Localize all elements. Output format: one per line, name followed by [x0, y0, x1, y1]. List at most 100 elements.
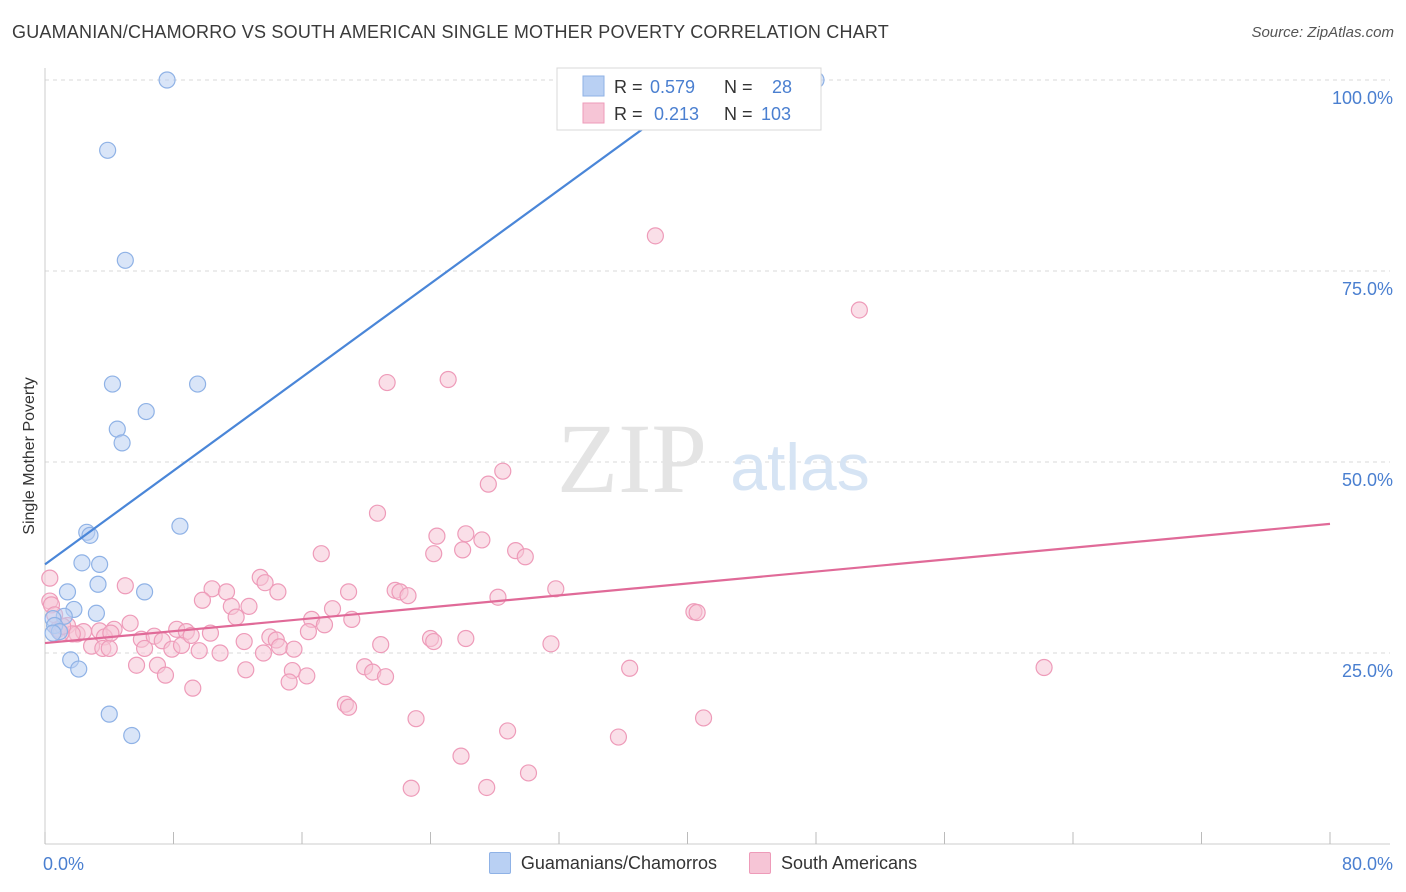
point-south-american	[688, 603, 706, 622]
watermark-atlas: atlas	[730, 430, 869, 504]
chart-title: GUAMANIAN/CHAMORRO VS SOUTH AMERICAN SIN…	[12, 22, 889, 42]
point-south-american	[102, 624, 120, 642]
point-guamanian	[99, 141, 117, 159]
point-south-american	[694, 709, 713, 727]
point-guamanian	[135, 583, 154, 601]
point-south-american	[339, 583, 358, 601]
point-south-american	[494, 462, 512, 480]
legend-item-guamanians: Guamanians/Chamorros	[488, 852, 717, 874]
point-south-american	[240, 597, 258, 615]
legend-swatch-blue	[488, 852, 511, 874]
point-south-american	[378, 373, 396, 392]
point-south-american	[256, 574, 274, 592]
point-guamanian	[70, 660, 88, 678]
point-south-american	[269, 583, 287, 601]
point-south-american	[473, 531, 491, 549]
point-guamanian	[44, 624, 62, 642]
point-south-american	[190, 642, 208, 660]
trendline-south-american	[44, 522, 1331, 645]
point-south-american	[156, 666, 175, 684]
point-guamanian	[91, 555, 109, 573]
y-axis-label: Single Mother Poverty	[21, 377, 38, 534]
point-south-american	[315, 616, 334, 634]
point-south-american	[609, 728, 628, 746]
point-south-american	[547, 580, 565, 598]
points	[41, 71, 1053, 797]
point-south-american	[372, 635, 390, 654]
point-south-american	[312, 545, 330, 563]
point-guamanian	[113, 434, 131, 452]
point-guamanian	[158, 71, 176, 89]
point-south-american	[368, 504, 387, 522]
legend-item-south-americans: South Americans	[749, 852, 917, 874]
stats-r-label-2: R =	[614, 104, 643, 124]
point-south-american	[184, 679, 202, 697]
legend-swatch-pink	[749, 852, 771, 874]
point-south-american	[399, 587, 417, 605]
y-tick-label-75: 75.0%	[1342, 279, 1393, 299]
point-guamanian	[123, 726, 141, 745]
point-south-american	[621, 659, 639, 677]
legend-label-south-americans: South Americans	[781, 852, 918, 873]
point-south-american	[254, 644, 273, 662]
y-tick-label-100: 100.0%	[1332, 88, 1393, 108]
point-south-american	[489, 588, 507, 606]
point-south-american	[542, 635, 560, 653]
watermark: ZIP atlas	[557, 403, 870, 514]
point-south-american	[454, 541, 472, 559]
watermark-zip: ZIP	[557, 403, 707, 514]
point-south-american	[425, 632, 443, 651]
point-south-american	[499, 722, 517, 740]
point-south-american	[116, 577, 134, 595]
point-guamanian	[100, 705, 118, 723]
point-south-american	[237, 661, 255, 679]
point-guamanian	[89, 575, 107, 593]
point-south-american	[428, 527, 446, 545]
point-south-american	[646, 227, 664, 245]
point-south-american	[376, 668, 395, 686]
point-south-american	[457, 525, 475, 543]
stats-r-value-1: 0.579	[650, 77, 695, 97]
point-south-american	[41, 569, 59, 587]
point-south-american	[407, 710, 425, 728]
point-south-american	[425, 545, 443, 563]
point-guamanian	[137, 402, 155, 421]
point-guamanian	[116, 251, 134, 269]
point-south-american	[452, 747, 470, 765]
point-south-american	[217, 583, 236, 601]
point-south-american	[285, 640, 303, 658]
point-south-american	[519, 764, 538, 782]
point-guamanian	[103, 375, 122, 393]
point-south-american	[121, 614, 139, 632]
point-south-american	[135, 639, 154, 658]
point-south-american	[402, 779, 420, 797]
point-guamanian	[81, 526, 99, 544]
stats-n-label-1: N =	[724, 77, 753, 97]
stats-r-value-2: 0.213	[654, 104, 699, 124]
point-south-american	[193, 591, 212, 609]
trendline-guamanian	[44, 79, 711, 566]
point-south-american	[478, 778, 496, 797]
point-south-american	[339, 698, 358, 716]
point-guamanian	[58, 583, 77, 601]
point-south-american	[127, 656, 146, 674]
point-south-american	[211, 644, 229, 662]
x-tick-label-min: 0.0%	[43, 854, 84, 874]
point-guamanian	[73, 554, 91, 572]
legend-label-guamanians: Guamanians/Chamorros	[520, 852, 717, 873]
stats-swatch-pink	[582, 102, 605, 124]
point-south-american	[182, 626, 200, 645]
point-south-american	[298, 667, 316, 685]
gridlines	[45, 79, 1390, 654]
point-south-american	[1035, 658, 1053, 677]
point-guamanian	[87, 604, 106, 622]
point-south-american	[100, 639, 118, 658]
point-south-american	[457, 629, 475, 648]
point-guamanian	[188, 375, 207, 393]
axes	[44, 68, 1390, 845]
stats-n-value-1: 28	[772, 77, 792, 97]
y-tick-label-50: 50.0%	[1342, 470, 1393, 490]
stats-n-value-2: 103	[761, 104, 791, 124]
point-guamanian	[171, 517, 189, 535]
